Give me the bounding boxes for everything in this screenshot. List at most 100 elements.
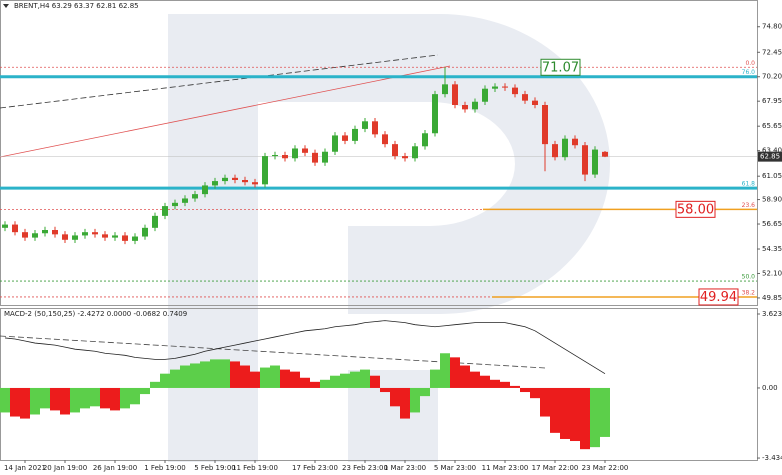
candle-body xyxy=(132,236,138,241)
histogram-bar xyxy=(20,387,30,419)
histogram-bar xyxy=(310,381,320,388)
histogram-bar xyxy=(380,387,390,393)
histogram-bar xyxy=(300,377,310,388)
histogram-bar xyxy=(560,387,570,439)
candle-body xyxy=(92,232,98,235)
y-tick-label: 49.85 xyxy=(762,294,782,302)
candle-body xyxy=(112,235,118,238)
histogram-bar xyxy=(250,371,260,388)
trendline xyxy=(0,65,451,158)
histogram-bar xyxy=(280,369,290,388)
histogram-bar xyxy=(240,365,250,388)
candle-body xyxy=(332,135,338,152)
y-tick-label: 56.65 xyxy=(762,220,782,228)
candle-body xyxy=(562,138,568,158)
histogram-bar xyxy=(350,371,360,388)
histogram-bar xyxy=(230,361,240,388)
histogram-bar xyxy=(420,387,430,397)
candle-body xyxy=(452,84,458,105)
histogram-bar xyxy=(150,381,160,388)
histogram-bar xyxy=(600,387,610,437)
histogram-bar xyxy=(400,387,410,419)
price-tag xyxy=(758,151,782,162)
histogram-bar xyxy=(330,375,340,388)
y-tick-label: 61.05 xyxy=(762,172,782,180)
histogram-bar xyxy=(110,387,120,411)
target-label: 58.00 xyxy=(677,202,714,217)
candle-body xyxy=(82,232,88,236)
candle-body xyxy=(392,144,398,157)
menu-arrow[interactable] xyxy=(3,4,9,8)
candle-body xyxy=(162,206,168,216)
fib-level-label: 61.8 xyxy=(742,181,756,188)
histogram-bar xyxy=(130,387,140,405)
histogram-bar xyxy=(570,387,580,442)
candle-body xyxy=(462,105,468,110)
histogram-bar xyxy=(430,369,440,388)
histogram-bar xyxy=(60,387,70,415)
x-tick-label: 23 Mar 22:00 xyxy=(582,464,629,472)
candle-body xyxy=(492,86,498,89)
histogram-bar xyxy=(590,387,600,448)
candle-body xyxy=(2,224,8,228)
candle-body xyxy=(592,149,598,175)
y-tick-label: 72.45 xyxy=(762,48,782,56)
target-box xyxy=(540,58,581,76)
candle-body xyxy=(172,202,178,207)
candle-body xyxy=(42,230,48,234)
candle-body xyxy=(342,135,348,141)
macd-line xyxy=(4,320,606,375)
y-tick-label: -3.4346 xyxy=(762,454,782,462)
histogram-bar xyxy=(290,371,300,388)
y-tick-label: 63.40 xyxy=(762,147,782,155)
macd-header: MACD-2 (50,150,25) -2.4272 0.0000 -0.068… xyxy=(4,310,187,318)
histogram-bar xyxy=(190,363,200,388)
main-frame xyxy=(0,0,758,306)
x-tick-label: 1 Mar 23:00 xyxy=(384,464,426,472)
candle-body xyxy=(382,134,388,145)
target-box xyxy=(675,200,716,218)
x-tick-label: 23 Feb 23:00 xyxy=(342,464,388,472)
candle-body xyxy=(202,185,208,195)
x-tick-label: 20 Jan 19:00 xyxy=(43,464,87,472)
histogram-bar xyxy=(160,373,170,388)
histogram-bar xyxy=(120,387,130,409)
histogram-bar xyxy=(460,365,470,388)
candle-body xyxy=(502,86,508,88)
histogram-bar xyxy=(40,387,50,409)
x-tick-label: 14 Jan 2021 xyxy=(4,464,46,472)
y-tick-label: 70.20 xyxy=(762,73,782,81)
candle-body xyxy=(412,146,418,159)
candle-body xyxy=(582,145,588,175)
candle-body xyxy=(292,148,298,159)
histogram-bar xyxy=(440,353,450,388)
target-label: 71.07 xyxy=(542,60,579,75)
fib-level-label: 38.2 xyxy=(742,289,756,296)
x-tick-label: 17 Feb 23:00 xyxy=(292,464,338,472)
histogram-bar xyxy=(270,365,280,388)
histogram-bar xyxy=(500,381,510,388)
candle-body xyxy=(22,232,28,238)
histogram-bar xyxy=(170,369,180,388)
x-tick-label: 17 Mar 22:00 xyxy=(532,464,579,472)
macd-frame xyxy=(0,308,758,461)
candle-body xyxy=(32,233,38,238)
fib-level-label: 50.0 xyxy=(742,274,756,281)
candle-body xyxy=(212,181,218,186)
candle-body xyxy=(262,156,268,185)
histogram-bar xyxy=(100,387,110,409)
target-box xyxy=(698,288,739,306)
histogram-bar xyxy=(550,387,560,433)
histogram-bar xyxy=(30,387,40,415)
histogram-bar xyxy=(410,387,420,413)
fib-level-label: 0.0 xyxy=(745,60,755,67)
y-tick-label: 0.00 xyxy=(762,384,778,392)
candle-body xyxy=(542,105,548,145)
candle-body xyxy=(352,128,358,141)
y-tick-label: 67.95 xyxy=(762,97,782,105)
candle-body xyxy=(62,234,68,240)
histogram-bar xyxy=(320,379,330,388)
histogram-bar xyxy=(370,375,380,388)
x-tick-label: 1 Feb 19:00 xyxy=(144,464,185,472)
